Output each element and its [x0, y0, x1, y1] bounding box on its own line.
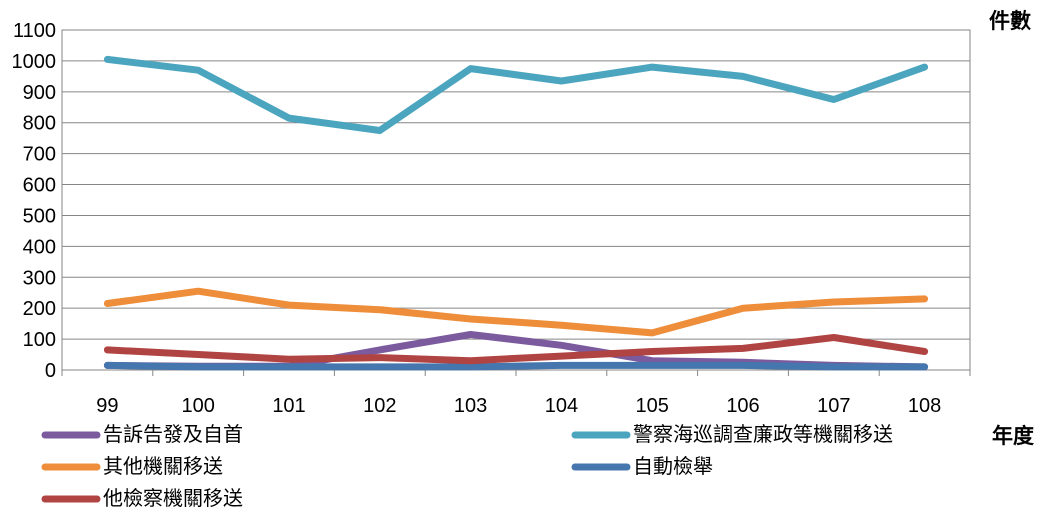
axis-layer [61, 369, 971, 376]
y-axis-title: 件數 [989, 8, 1031, 33]
legend-label: 他檢察機關移送 [103, 486, 243, 510]
y-tick-label: 300 [23, 267, 56, 289]
x-tick-label: 108 [908, 395, 941, 417]
x-tick-label: 107 [817, 395, 850, 417]
x-tick-label: 102 [363, 395, 396, 417]
legend-label: 警察海巡調查廉政等機關移送 [633, 422, 893, 446]
y-tick-label: 200 [23, 298, 56, 320]
series-line-3 [103, 361, 929, 371]
legend-label: 告訴告發及自首 [103, 422, 243, 446]
legend-item-4: 他檢察機關移送 [41, 486, 243, 510]
x-axis-title: 年度 [992, 423, 1034, 448]
x-tick-label: 106 [726, 395, 759, 417]
series-layer [103, 55, 929, 371]
y-tick-label: 800 [23, 113, 56, 135]
x-tick-label: 101 [272, 395, 305, 417]
y-tick-label: 500 [23, 205, 56, 227]
x-tick-label: 103 [454, 395, 487, 417]
grid-layer [61, 29, 971, 371]
legend-item-3: 自動檢舉 [571, 454, 713, 478]
x-tick-label: 104 [545, 395, 578, 417]
series-line-4 [103, 334, 929, 365]
x-tick-label: 105 [636, 395, 669, 417]
x-tick-label: 100 [182, 395, 215, 417]
y-tick-label: 1100 [13, 20, 56, 42]
y-tick-label: 600 [23, 175, 56, 197]
legend-label: 其他機關移送 [103, 454, 223, 478]
y-tick-label: 400 [23, 236, 56, 258]
label-layer: 0 100 200 300 400 500 600 700 800 900 1000 1100 99 10… [12, 8, 1035, 448]
legend-item-2: 其他機關移送 [41, 454, 223, 478]
legend-label: 自動檢舉 [633, 454, 713, 478]
x-tick-label: 99 [96, 395, 118, 417]
legend-item-0: 告訴告發及自首 [41, 422, 243, 446]
y-tick-label: 1000 [12, 51, 57, 73]
plot-area [61, 29, 971, 371]
y-tick-label: 0 [45, 360, 56, 382]
y-tick-label: 900 [23, 82, 56, 104]
y-tick-label: 100 [23, 329, 56, 351]
series-line-2 [103, 287, 929, 337]
y-tick-label: 700 [23, 144, 56, 166]
series-line-1 [103, 55, 929, 134]
legend-item-1: 警察海巡調查廉政等機關移送 [571, 422, 893, 446]
